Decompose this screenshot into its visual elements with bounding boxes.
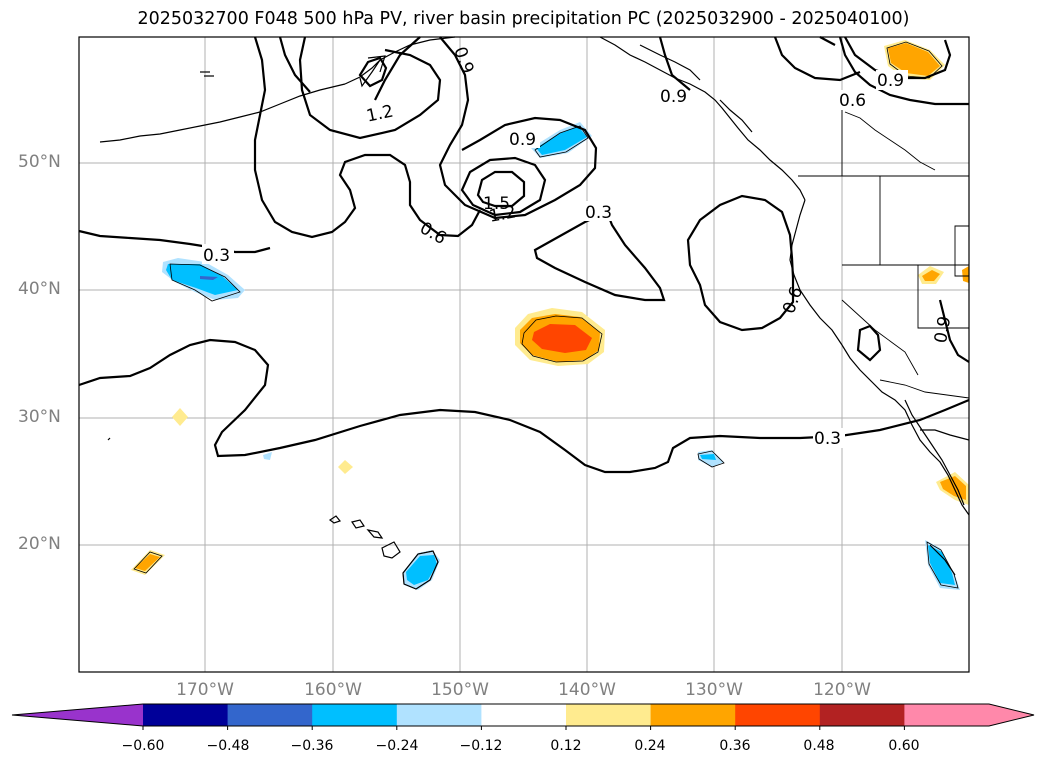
precip-patch-negative [536,126,587,155]
contour-label: 0.6 [779,284,807,316]
lon-label: 130°W [685,680,743,700]
pv-contour-0.9 [438,36,598,220]
pv-contour-0.3 [533,210,666,302]
contour-label: 0.9 [660,87,687,107]
precip-patch-positive [172,408,188,426]
colorbar-tick-label: −0.24 [375,738,419,754]
colorbar-segment [735,704,821,726]
pv-contour-0.3 [78,338,970,474]
precip-patch-negative [200,276,218,280]
precip-patch-positive [888,43,940,76]
colorbar-tick-label: 0.24 [634,738,666,754]
precip-patch-positive [532,324,592,353]
contour-label: 0.9 [877,71,904,91]
contour-label: 1.2 [365,101,396,126]
lon-label: 120°W [813,680,871,700]
pv-contour-0.6 [686,194,795,332]
pv-contour-1.5 [358,56,388,88]
pv-contour-0.9 [658,36,691,91]
colorbar-tick-label: −0.60 [121,738,165,754]
colorbar-tick-label: 0.60 [888,738,920,754]
contour-label: 0.9 [509,130,536,150]
colorbar-tick-label: −0.36 [290,738,334,754]
pv-contour-0.9 [278,36,311,93]
pv-contour-0.9 [844,36,952,80]
colorbar-segment [650,704,736,726]
pv-contour-1.5 [476,170,526,208]
contour-label: 1.2 [488,202,518,226]
precip-patch-negative [166,264,238,295]
colorbar [11,703,1035,730]
pv-contour-0.6 [856,324,882,362]
pv-contour-0.6 [374,36,421,101]
pv-contour-0.6 [938,299,970,363]
precip-patch-positive [922,270,940,281]
precip-anomalies [131,40,969,590]
contour-label: 0.9 [449,44,477,76]
colorbar-segment [481,704,567,726]
map-frame [78,36,970,673]
colorbar-tick-label: 0.12 [550,738,582,754]
contour-label: 0.3 [203,246,230,266]
precip-patch-positive [962,266,969,283]
lon-label: 150°W [431,680,489,700]
colorbar-tick-label: −0.48 [206,738,250,754]
colorbar-segment [312,704,398,726]
pv-contour-0.3 [78,229,271,254]
lat-label: 20°N [18,534,61,554]
colorbar-extend-max [989,704,1034,726]
precip-patch-negative [406,555,437,585]
colorbar-tick-label: 0.48 [803,738,835,754]
political-borders [798,108,970,399]
pv-contour-1.2 [298,36,442,140]
precip-patch-negative [928,545,955,585]
contour-label: 0.3 [585,203,612,223]
lat-label: 40°N [18,279,61,299]
lon-label: 140°W [558,680,616,700]
graticule [79,37,969,672]
colorbar-tick-label: −0.12 [459,738,503,754]
pv-contour-1.2 [460,156,547,217]
map-title: 2025032700 F048 500 hPa PV, river basin … [137,9,910,29]
colorbar-segment [143,704,229,726]
precip-patch-positive [135,554,160,571]
pv-contour-0.9 [773,36,861,82]
colorbar-segment [566,704,652,726]
contour-label: 0.6 [416,218,449,249]
colorbar-segment [819,704,905,726]
contour-label: 0.9 [931,315,955,345]
colorbar-segment [396,704,482,726]
colorbar-segment [227,704,313,726]
precip-patch-positive [338,460,353,474]
lat-label: 30°N [18,407,61,427]
contour-label: 0.3 [814,429,841,449]
precip-patch-negative [700,454,716,460]
contour-label: 0.6 [839,91,866,111]
lat-label: 50°N [18,152,61,172]
colorbar-tick-label: 0.36 [719,738,751,754]
lon-label: 160°W [304,680,362,700]
lon-label: 170°W [176,680,234,700]
pv-contour-0.9 [819,36,836,46]
contour-label: 1.5 [483,194,510,214]
precip-patch-negative [263,452,272,460]
colorbar-segment [904,704,990,726]
colorbar-extend-min [12,704,143,726]
pv-contour-0.6 [253,36,481,239]
